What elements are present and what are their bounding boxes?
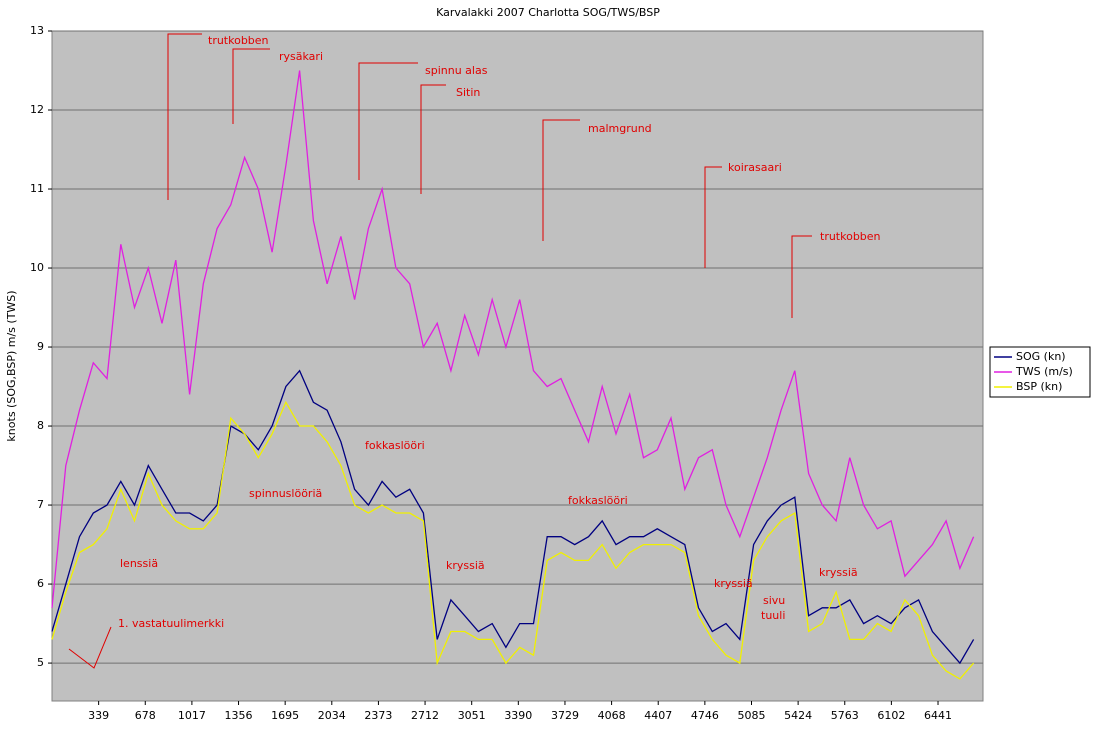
y-tick-label: 13 [30, 24, 44, 37]
annotation: kryssiä [714, 577, 753, 590]
annotation-leader [167, 33, 202, 200]
annotation: lenssiä [120, 557, 158, 570]
legend-label: BSP (kn) [1016, 380, 1062, 393]
annotation: malmgrund [588, 122, 652, 135]
y-tick-label: 12 [30, 103, 44, 116]
x-tick-label: 4407 [644, 709, 672, 722]
x-tick-label: 3390 [504, 709, 532, 722]
annotation-leader [358, 62, 418, 180]
x-tick-label: 5763 [831, 709, 859, 722]
x-tick-label: 6102 [877, 709, 905, 722]
x-tick-label: 1017 [178, 709, 206, 722]
y-axis-label: knots (SOG,BSP) m/s (TWS) [5, 290, 18, 441]
y-tick-label: 8 [37, 419, 44, 432]
x-tick-label: 2034 [318, 709, 346, 722]
annotation: Sitin [456, 86, 480, 99]
annotations: trutkobben rysäkari spinnu alas Sitin malmgr… [68, 33, 881, 669]
series-line [51, 369, 975, 665]
x-tick-label: 3051 [458, 709, 486, 722]
annotation: tuuli [761, 609, 785, 622]
annotation: fokkaslööri [365, 439, 425, 452]
x-tick-label: 1356 [225, 709, 253, 722]
x-tick-label: 5424 [784, 709, 812, 722]
series-lines [51, 70, 975, 680]
annotation: koirasaari [728, 161, 782, 174]
annotation: fokkaslööri [568, 494, 628, 507]
chart-title: Karvalakki 2007 Charlotta SOG/TWS/BSP [436, 6, 660, 19]
y-tick-label: 10 [30, 261, 44, 274]
annotation-leader [420, 84, 446, 194]
plot-area [51, 30, 984, 702]
legend-label: SOG (kn) [1016, 350, 1066, 363]
annotation: spinnu alas [425, 64, 488, 77]
annotation: 1. vastatuulimerkki [118, 617, 224, 630]
y-tick-label: 7 [37, 498, 44, 511]
y-tick-label: 11 [30, 182, 44, 195]
annotation: rysäkari [279, 50, 323, 63]
x-tick-label: 4746 [691, 709, 719, 722]
x-tick-label: 6441 [924, 709, 952, 722]
x-tick-label: 339 [88, 709, 109, 722]
annotation: trutkobben [208, 34, 269, 47]
y-tick-label: 9 [37, 340, 44, 353]
annotation-leader [791, 235, 812, 318]
annotation: kryssiä [446, 559, 485, 572]
series-line [51, 400, 975, 680]
x-tick-label: 2712 [411, 709, 439, 722]
annotation: kryssiä [819, 566, 858, 579]
annotation-leader [542, 119, 580, 241]
annotation: sivu [763, 594, 785, 607]
annotation-leader [704, 166, 722, 268]
x-tick-label: 3729 [551, 709, 579, 722]
annotation-leader [68, 626, 112, 669]
legend-label: TWS (m/s) [1015, 365, 1073, 378]
annotation-leader [232, 48, 270, 124]
x-tick-label: 5085 [737, 709, 765, 722]
series-line [51, 70, 975, 608]
legend: SOG (kn) TWS (m/s) BSP (kn) [989, 346, 1091, 398]
x-tick-label: 4068 [598, 709, 626, 722]
y-tick-label: 6 [37, 577, 44, 590]
annotation: spinnuslööriä [249, 487, 322, 500]
annotation: trutkobben [820, 230, 881, 243]
x-tick-label: 678 [135, 709, 156, 722]
y-tick-label: 5 [37, 656, 44, 669]
x-tick-label: 1695 [271, 709, 299, 722]
x-tick-label: 2373 [364, 709, 392, 722]
